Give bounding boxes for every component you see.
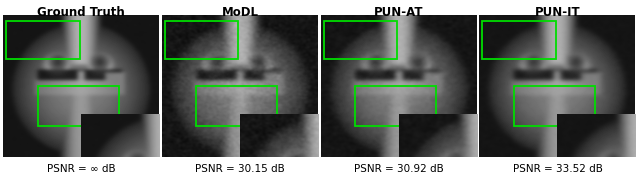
Bar (196, 86, 278, 126)
Bar (514, 86, 595, 126)
Bar (6, 21, 80, 59)
Text: PSNR = 30.92 dB: PSNR = 30.92 dB (354, 164, 444, 174)
Text: PUN-IT: PUN-IT (534, 6, 580, 19)
Text: PUN-AT: PUN-AT (374, 6, 424, 19)
Bar (355, 86, 436, 126)
Text: MoDL: MoDL (221, 6, 259, 19)
Text: PSNR = 33.52 dB: PSNR = 33.52 dB (513, 164, 602, 174)
Bar (165, 21, 239, 59)
Bar (483, 21, 556, 59)
Bar (38, 86, 119, 126)
Text: Ground Truth: Ground Truth (37, 6, 125, 19)
Text: PSNR = ∞ dB: PSNR = ∞ dB (47, 164, 116, 174)
Bar (324, 21, 397, 59)
Text: PSNR = 30.15 dB: PSNR = 30.15 dB (195, 164, 285, 174)
